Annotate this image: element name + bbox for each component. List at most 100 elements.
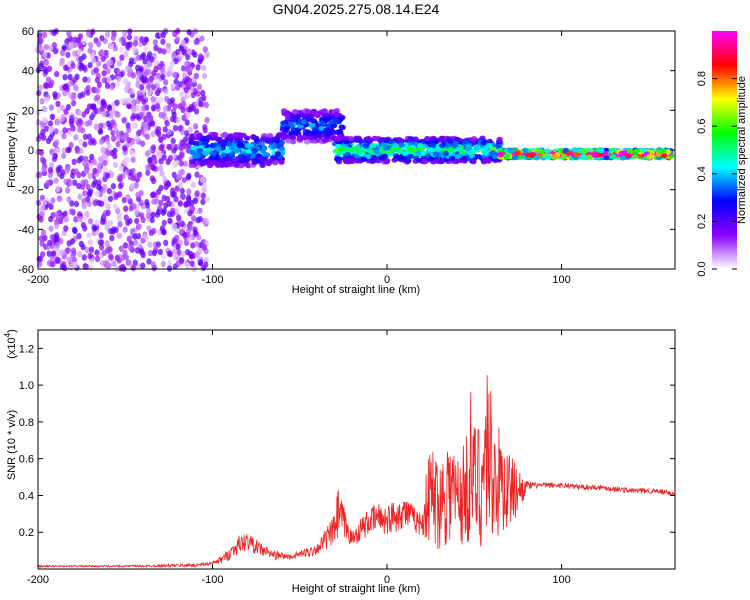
spectrogram-cell [157, 96, 163, 103]
spectrogram-cell [464, 146, 472, 152]
spectrogram-cell [93, 123, 99, 130]
spectrogram-cell [39, 240, 45, 247]
spectrogram-cell [67, 80, 74, 87]
spectrogram-cell [145, 54, 151, 62]
spectrogram-cell [48, 203, 54, 210]
spectrogram-cell [107, 253, 114, 260]
spectrogram-cell [288, 130, 295, 136]
spectrogram-cell [235, 132, 243, 138]
spectrogram-cell [84, 210, 90, 218]
spectrogram-y-tick-label: -40 [18, 224, 34, 236]
spectrogram-cell [55, 185, 61, 193]
spectrogram-cell [49, 79, 55, 86]
spectrogram-cell [151, 158, 158, 165]
spectrogram-cell [201, 72, 208, 80]
spectrogram-cell [206, 147, 213, 153]
spectrogram-cell [137, 171, 143, 178]
spectrogram-cell [179, 193, 185, 200]
spectrogram-cell [87, 252, 93, 260]
spectrogram-cell [339, 124, 346, 130]
spectrogram-cell [355, 149, 363, 155]
spectrogram-cell [417, 143, 424, 149]
spectrogram-cell [106, 187, 112, 195]
spectrogram-cell [148, 75, 154, 82]
spectrogram-cell [86, 133, 92, 140]
spectrogram-cell [39, 210, 46, 217]
spectrogram-cell [42, 31, 48, 39]
spectrogram-cell [178, 144, 184, 152]
spectrogram-cell [116, 215, 122, 222]
spectrogram-cell [284, 125, 291, 131]
spectrogram-cell [146, 207, 152, 214]
spectrogram-cell [86, 103, 93, 110]
spectrogram-cell [149, 191, 156, 199]
spectrogram-cell [238, 163, 245, 169]
spectrogram-cell [123, 50, 129, 58]
spectrogram-cell [91, 104, 97, 111]
spectrogram-cell [373, 148, 380, 155]
spectrogram-cell [162, 105, 169, 112]
spectrogram-cell [82, 225, 88, 232]
spectrogram-cell [171, 171, 177, 179]
spectrogram-cell [116, 130, 122, 137]
spectrogram-cell [53, 177, 59, 184]
snr-y-tick-label: 0.4 [19, 490, 34, 502]
spectrogram-cell [162, 126, 168, 133]
spectrogram-cell [193, 207, 199, 215]
spectrogram-cell [100, 55, 106, 62]
spectrogram-cell [562, 147, 569, 153]
spectrogram-cell [259, 148, 267, 154]
spectrogram-y-tick-label: 40 [22, 66, 34, 78]
spectrogram-cell [582, 148, 589, 154]
spectrogram-cell [482, 157, 490, 163]
spectrogram-cell [49, 148, 55, 156]
spectrogram-cell [49, 260, 55, 268]
spectrogram-cell [198, 259, 204, 266]
spectrogram-cell [193, 38, 199, 46]
spectrogram-cell [365, 153, 372, 160]
spectrogram-cell [154, 128, 160, 135]
spectrogram-cell [59, 172, 65, 180]
spectrogram-cell [184, 66, 190, 73]
spectrogram-cell [195, 216, 201, 224]
spectrogram-cell [115, 111, 121, 118]
spectrogram-cell [166, 128, 172, 135]
spectrogram-cell [36, 42, 42, 50]
spectrogram-cell [61, 44, 68, 51]
spectrogram-cell [130, 264, 136, 271]
spectrogram-cell [655, 152, 662, 158]
spectrogram-cell [618, 150, 625, 156]
spectrogram-cell [216, 162, 224, 168]
spectrogram-cell [225, 161, 232, 167]
spectrogram-cell [72, 179, 78, 186]
spectrogram-cell [134, 136, 140, 143]
spectrogram-cell [151, 164, 157, 172]
spectrogram-cell [284, 112, 291, 119]
spectrogram-cell [68, 42, 74, 49]
spectrogram-cell [332, 118, 339, 124]
spectrogram-cell [185, 53, 191, 61]
spectrogram-cell [38, 63, 44, 70]
spectrogram-cell [124, 97, 130, 104]
spectrogram-cell [131, 113, 137, 120]
spectrogram-cell [97, 128, 104, 135]
spectrogram-cell [221, 131, 229, 137]
spectrogram-cell [252, 135, 260, 141]
spectrogram-cell [59, 263, 65, 270]
spectrogram-cell [140, 216, 146, 223]
spectrogram-cell [99, 35, 105, 42]
spectrogram-cell [511, 155, 519, 161]
spectrogram-cell [84, 168, 90, 175]
spectrogram-cell [42, 235, 48, 242]
spectrogram-cell [208, 155, 215, 161]
spectrogram-cell [43, 82, 49, 89]
spectrogram-cell [228, 152, 235, 158]
spectrogram-cell [152, 39, 158, 46]
spectrogram-cell [64, 165, 71, 172]
spectrogram-cell [172, 125, 178, 132]
spectrogram-cell [323, 133, 330, 139]
spectrogram-cell [55, 166, 61, 174]
spectrogram-cell [117, 221, 123, 228]
spectrogram-cell [106, 104, 113, 111]
spectrogram-cell [178, 45, 184, 52]
